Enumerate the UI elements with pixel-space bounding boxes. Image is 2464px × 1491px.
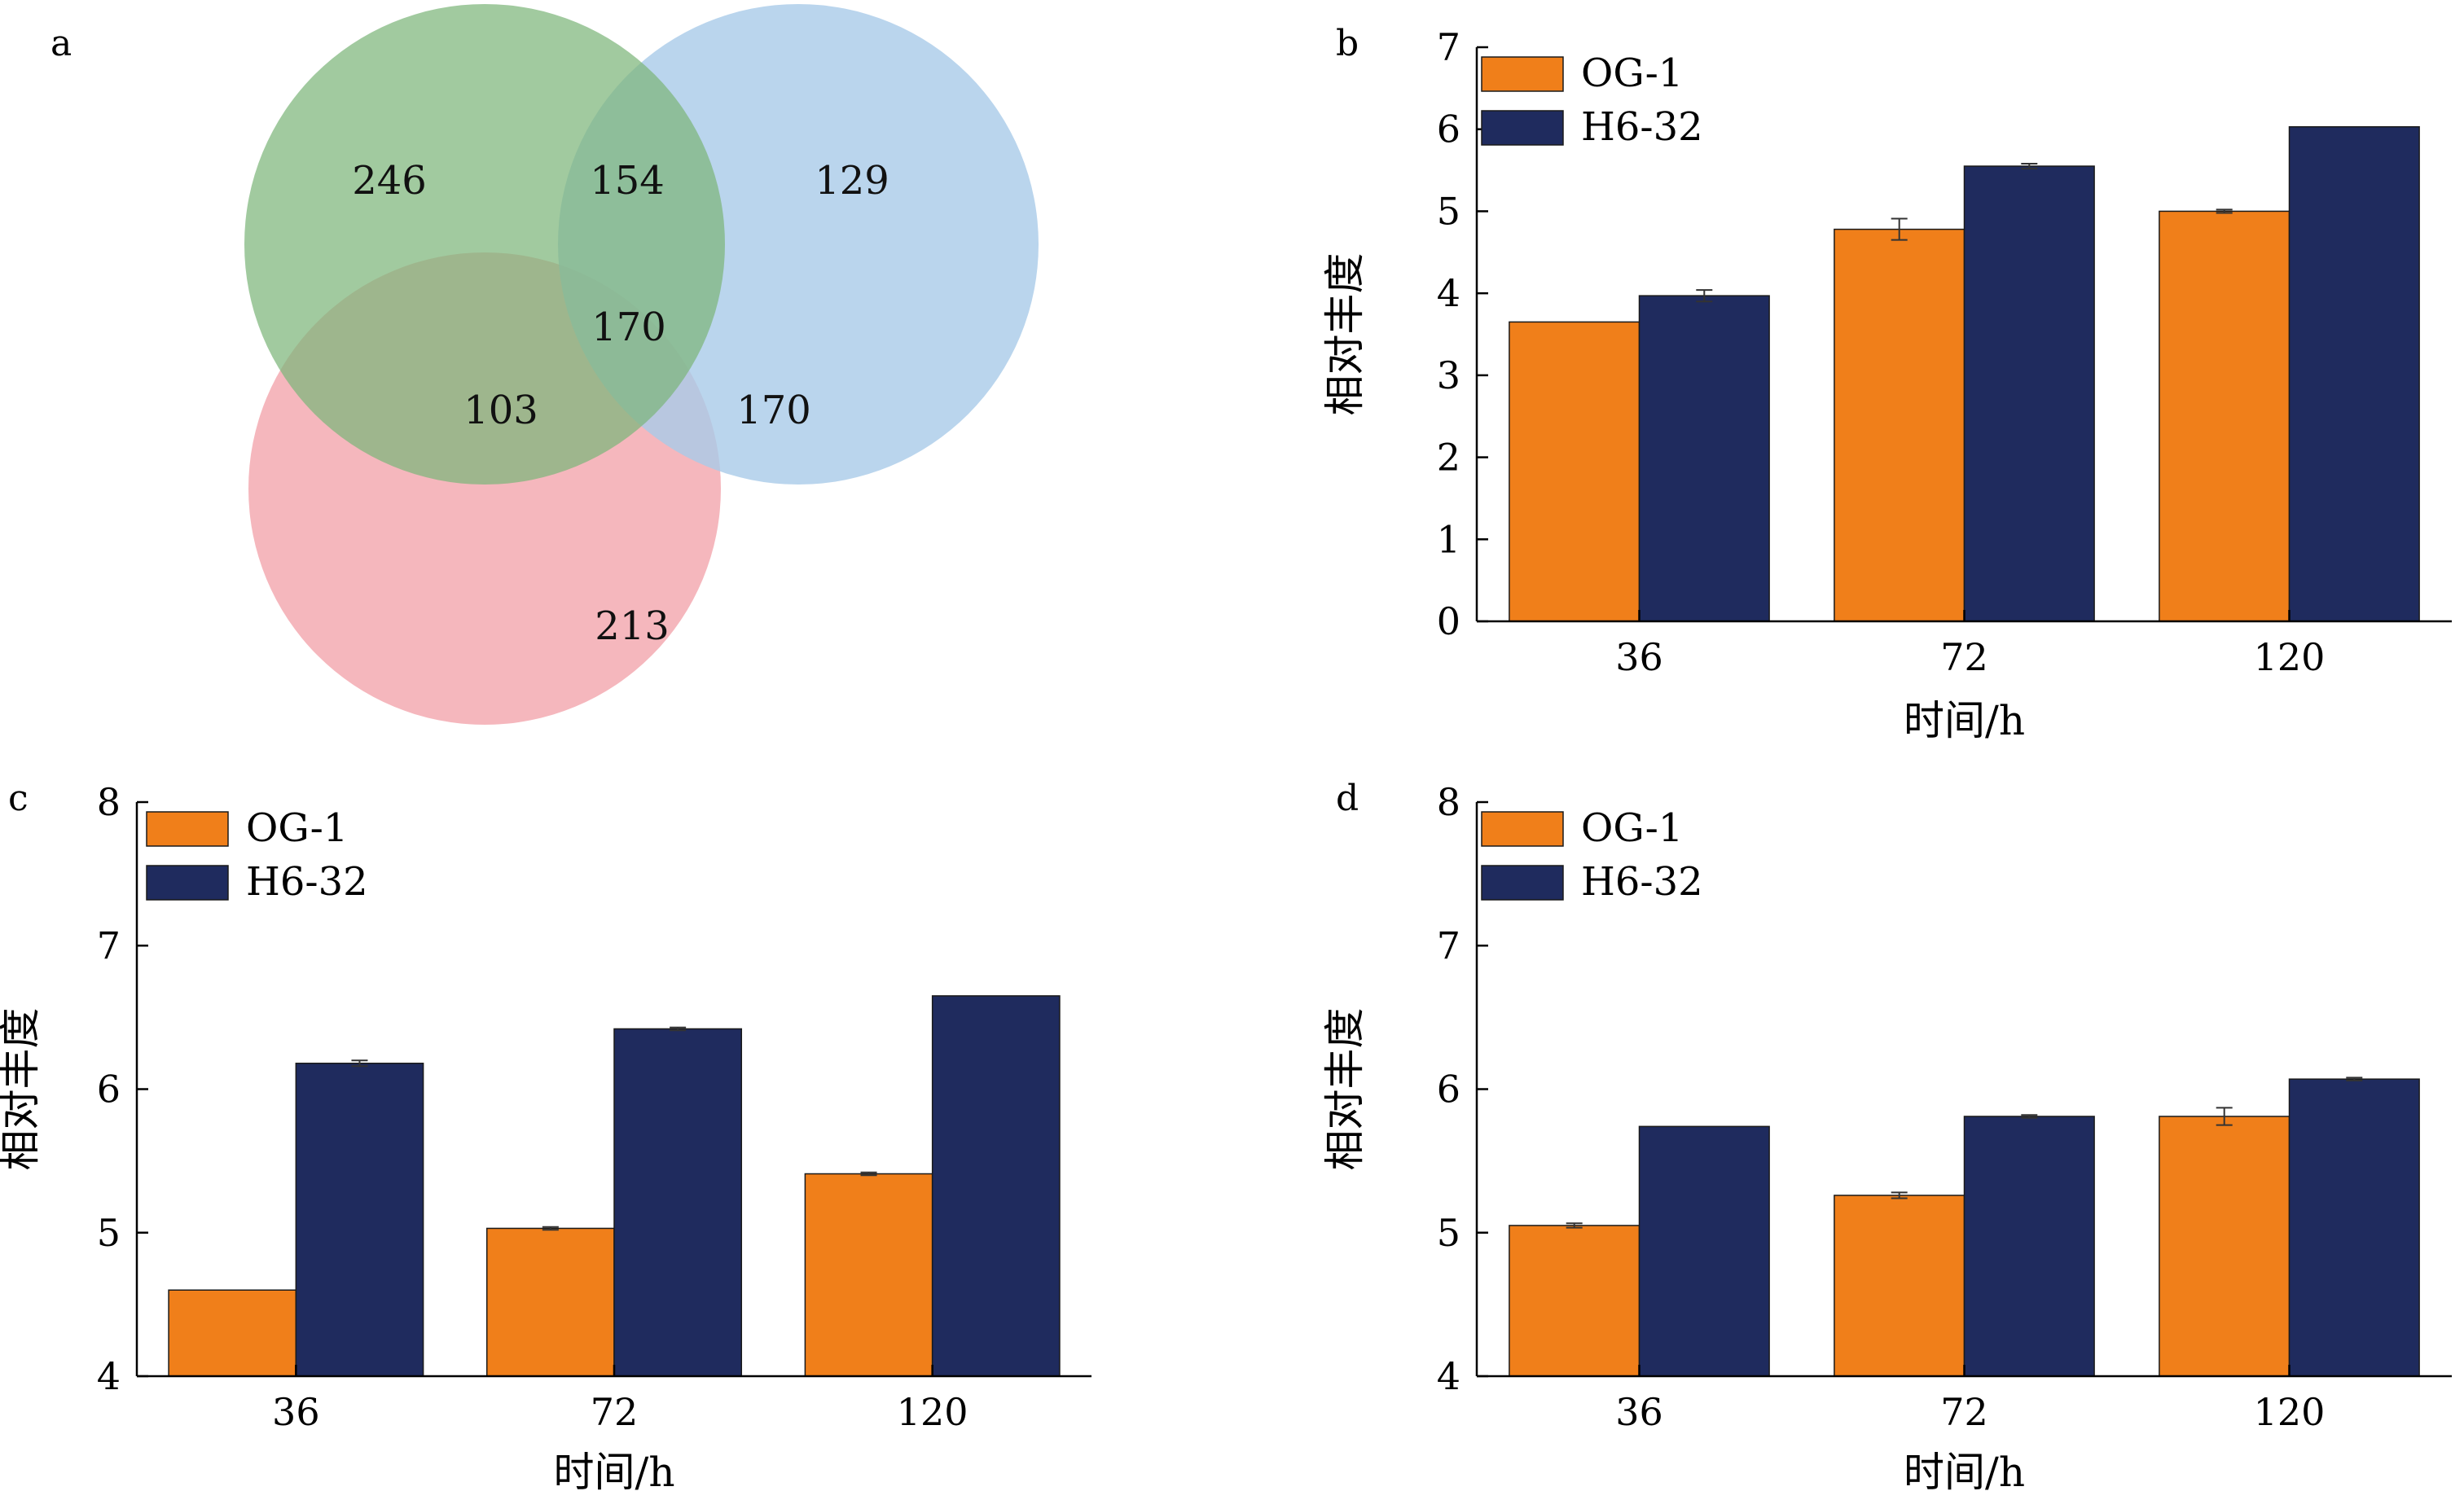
legend-swatch-c-og1 — [146, 811, 229, 847]
x-axis-label-c: 时间/h — [553, 1449, 674, 1491]
venn-region-blue-pink: 170 — [736, 388, 811, 433]
panel-a-venn: a 246 154 129 170 103 170 213 — [51, 4, 1039, 725]
y-tick-label-c-8: 8 — [97, 780, 121, 824]
panel-b-chart: b 0 1 2 3 4 5 6 7 36 72 120 时间/h 相对丰度 OG-1 H6-32 — [1321, 23, 2452, 744]
errorbar-b-h632-72 — [2021, 163, 2038, 170]
y-tick-label-d-6: 6 — [1437, 1068, 1460, 1112]
legend-swatch-d-og1 — [1481, 811, 1564, 847]
legend-swatch-d-h632 — [1481, 865, 1564, 901]
legend-label-b-og1: OG-1 — [1581, 50, 1683, 96]
bar-d-h632-120 — [2288, 1078, 2420, 1377]
y-tick-label-c-5: 5 — [97, 1211, 121, 1255]
bar-b-h632-72 — [1963, 165, 2095, 622]
y-tick-label-d-8: 8 — [1437, 780, 1460, 824]
y-axis-label-d: 相对丰度 — [1321, 1008, 1368, 1171]
legend-swatch-b-h632 — [1481, 110, 1564, 146]
bar-b-h632-36 — [1638, 295, 1770, 622]
errorbar-b-og1-72 — [1891, 217, 1908, 241]
legend-label-d-og1: OG-1 — [1581, 805, 1683, 851]
bar-c-og1-36 — [168, 1289, 297, 1377]
venn-region-green-pink: 103 — [463, 388, 538, 433]
errorbar-d-h632-120 — [2346, 1077, 2363, 1081]
panel-d-label: d — [1336, 778, 1359, 819]
y-axis-label-b: 相对丰度 — [1321, 253, 1368, 416]
x-tick-label-c-120: 120 — [897, 1390, 968, 1434]
x-axis-label-d: 时间/h — [1904, 1449, 2025, 1491]
errorbar-b-h632-36 — [1696, 289, 1713, 303]
y-tick-label-c-6: 6 — [97, 1068, 121, 1112]
panel-b-label: b — [1336, 23, 1359, 64]
venn-region-only-pink: 213 — [595, 603, 670, 649]
bar-c-og1-120 — [804, 1173, 933, 1377]
bar-b-og1-120 — [2159, 210, 2291, 622]
legend-b: OG-1 H6-32 — [1481, 50, 1703, 150]
bar-b-og1-72 — [1834, 228, 1965, 622]
bar-d-og1-36 — [1509, 1225, 1640, 1377]
y-tick-label-d-5: 5 — [1437, 1211, 1460, 1255]
errorbar-c-h632-36 — [351, 1059, 368, 1068]
legend-label-c-h632: H6-32 — [246, 859, 368, 905]
legend-label-d-h632: H6-32 — [1581, 859, 1703, 905]
venn-region-all-three: 170 — [591, 305, 666, 350]
bar-d-h632-36 — [1638, 1125, 1770, 1377]
errorbar-d-og1-120 — [2216, 1107, 2233, 1126]
legend-swatch-c-h632 — [146, 865, 229, 901]
bar-d-og1-72 — [1834, 1195, 1965, 1377]
y-tick-label-b-5: 5 — [1437, 189, 1460, 233]
errorbar-d-og1-36 — [1566, 1222, 1583, 1229]
errorbar-c-h632-72 — [670, 1026, 687, 1032]
y-tick-label-b-4: 4 — [1437, 271, 1460, 315]
legend-label-b-h632: H6-32 — [1581, 104, 1703, 150]
errorbar-c-og1-72 — [542, 1226, 559, 1231]
legend-d: OG-1 H6-32 — [1481, 805, 1703, 905]
venn-circle-green — [244, 4, 725, 485]
x-axis-label-b: 时间/h — [1904, 697, 2025, 744]
bar-b-h632-120 — [2288, 125, 2420, 622]
errorbar-d-og1-72 — [1891, 1191, 1908, 1199]
bar-c-og1-72 — [485, 1227, 615, 1377]
y-tick-label-b-2: 2 — [1437, 436, 1460, 480]
y-tick-label-b-6: 6 — [1437, 107, 1460, 151]
bar-d-h632-72 — [1963, 1116, 2095, 1377]
x-tick-label-c-72: 72 — [591, 1390, 639, 1434]
y-tick-label-c-4: 4 — [97, 1354, 121, 1398]
y-tick-label-c-7: 7 — [97, 923, 121, 967]
y-tick-label-d-4: 4 — [1437, 1354, 1460, 1398]
venn-region-green-blue: 154 — [590, 158, 665, 204]
legend-c: OG-1 H6-32 — [146, 805, 368, 905]
y-axis-label-c: 相对丰度 — [0, 1008, 44, 1171]
x-tick-label-d-120: 120 — [2254, 1390, 2326, 1434]
panel-c-label: c — [8, 778, 29, 819]
legend-label-c-og1: OG-1 — [246, 805, 348, 851]
bar-c-h632-36 — [295, 1063, 424, 1377]
y-tick-label-d-7: 7 — [1437, 923, 1460, 967]
venn-region-only-blue: 129 — [815, 158, 889, 204]
x-tick-label-b-36: 36 — [1615, 635, 1663, 679]
x-tick-label-d-72: 72 — [1940, 1390, 1988, 1434]
y-tick-label-b-7: 7 — [1437, 25, 1460, 69]
x-tick-label-d-36: 36 — [1615, 1390, 1663, 1434]
errorbar-c-og1-120 — [860, 1171, 877, 1177]
x-tick-label-c-36: 36 — [272, 1390, 320, 1434]
x-tick-label-b-72: 72 — [1940, 635, 1988, 679]
venn-region-only-green: 246 — [352, 158, 427, 204]
y-tick-label-b-3: 3 — [1437, 353, 1460, 397]
bar-b-og1-36 — [1509, 321, 1640, 622]
bar-c-h632-72 — [613, 1028, 743, 1377]
y-tick-label-b-1: 1 — [1437, 517, 1460, 561]
bar-d-og1-120 — [2159, 1116, 2291, 1377]
errorbar-b-og1-120 — [2216, 208, 2233, 214]
y-tick-label-b-0: 0 — [1437, 599, 1460, 643]
errorbar-d-h632-72 — [2021, 1114, 2038, 1119]
panel-c-chart: c 4 5 6 7 8 36 72 120 时间/h 相对丰度 OG-1 H6-32 — [0, 778, 1091, 1491]
bar-c-h632-120 — [931, 995, 1061, 1377]
x-tick-label-b-120: 120 — [2254, 635, 2326, 679]
legend-swatch-b-og1 — [1481, 56, 1564, 92]
panel-a-label: a — [51, 23, 72, 64]
panel-d-chart: d 4 5 6 7 8 36 72 120 时间/h 相对丰度 OG-1 H6-32 — [1321, 778, 2452, 1491]
